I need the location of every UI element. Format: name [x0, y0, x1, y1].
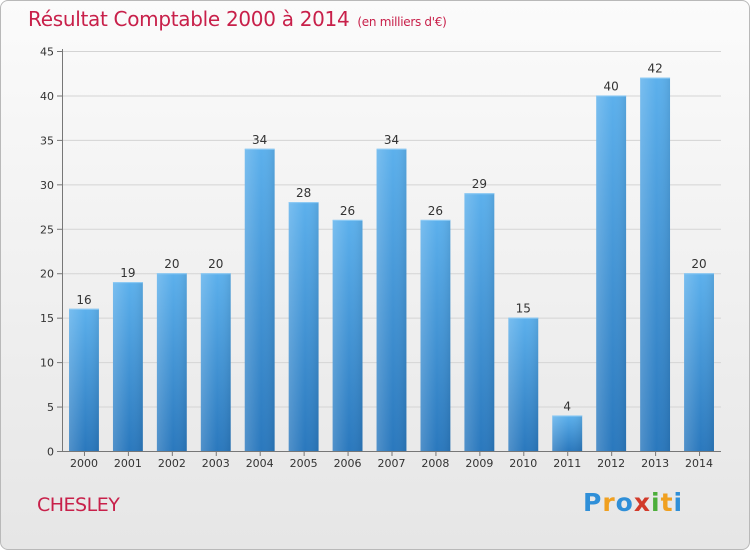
y-tick-label-20: 20 — [40, 268, 54, 281]
y-tick-label-30: 30 — [40, 179, 54, 192]
x-tick-label-2014: 2014 — [685, 457, 713, 470]
bar-shade-2002 — [156, 273, 187, 451]
bar-shade-2007 — [376, 148, 407, 451]
bar-shade-2011 — [552, 415, 583, 451]
logo-letter: t — [660, 488, 674, 517]
bar-shade-2012 — [596, 95, 627, 451]
x-tick-label-2013: 2013 — [641, 457, 669, 470]
bar-shade-2014 — [684, 273, 714, 451]
value-label-2010: 15 — [516, 302, 531, 316]
logo-letter: i — [651, 488, 661, 517]
x-tick-label-2009: 2009 — [465, 457, 493, 470]
proxiti-logo: Proxiti — [583, 488, 683, 517]
y-tick-label-25: 25 — [40, 223, 54, 236]
x-tick-label-2012: 2012 — [597, 457, 625, 470]
y-tick-label-35: 35 — [40, 134, 54, 147]
value-label-2000: 16 — [76, 293, 91, 307]
bar-shade-2013 — [640, 77, 671, 452]
value-label-2009: 29 — [472, 177, 487, 191]
x-tick-label-2007: 2007 — [378, 457, 406, 470]
axes — [57, 49, 721, 456]
x-tick-label-2000: 2000 — [70, 457, 98, 470]
bar-shade-2008 — [420, 219, 451, 451]
y-tick-label-15: 15 — [40, 312, 54, 325]
commune-name: CHESLEY — [37, 494, 120, 516]
bar-shade-2006 — [332, 219, 363, 451]
bar-shade-2003 — [200, 273, 231, 451]
value-label-2004: 34 — [252, 133, 267, 147]
x-tick-label-2010: 2010 — [509, 457, 537, 470]
chart-title: Résultat Comptable 2000 à 2014 (en millie… — [28, 7, 447, 31]
value-label-2011: 4 — [563, 399, 571, 413]
value-label-2014: 20 — [691, 257, 706, 271]
labels: 0 5 10 15 20 25 30 35 40 45 16 2000 19 2001 20 2002 20 20… — [40, 46, 713, 471]
logo-letter: P — [583, 488, 603, 517]
y-tick-label-5: 5 — [47, 401, 54, 414]
title-text: Résultat Comptable 2000 à 2014 — [28, 7, 350, 31]
x-tick-label-2006: 2006 — [334, 457, 362, 470]
y-tick-label-40: 40 — [40, 90, 54, 103]
logo-letter: r — [602, 488, 616, 517]
bar-shade-2004 — [244, 148, 275, 451]
subtitle-text: (en milliers d'€) — [357, 15, 447, 29]
y-tick-label-0: 0 — [47, 446, 54, 459]
value-label-2005: 28 — [296, 186, 311, 200]
x-tick-label-2002: 2002 — [158, 457, 186, 470]
logo-letter: o — [615, 488, 634, 517]
bar-shade-2005 — [288, 202, 319, 451]
x-tick-label-2003: 2003 — [202, 457, 230, 470]
bar-shade-2001 — [112, 282, 143, 451]
x-tick-label-2011: 2011 — [553, 457, 581, 470]
value-label-2007: 34 — [384, 133, 399, 147]
value-label-2001: 19 — [120, 266, 135, 280]
value-label-2006: 26 — [340, 204, 355, 218]
bar-shade-2010 — [508, 317, 539, 451]
logo-letter: i — [673, 488, 684, 517]
x-tick-label-2005: 2005 — [290, 457, 318, 470]
y-tick-label-10: 10 — [40, 357, 54, 370]
x-tick-label-2008: 2008 — [421, 457, 449, 470]
y-tick-label-45: 45 — [40, 46, 54, 59]
x-tick-label-2001: 2001 — [114, 457, 142, 470]
bars — [69, 77, 714, 452]
value-label-2012: 40 — [604, 79, 619, 93]
value-label-2003: 20 — [208, 257, 223, 271]
logo-letter: x — [633, 488, 651, 517]
x-tick-label-2004: 2004 — [246, 457, 274, 470]
value-label-2013: 42 — [647, 62, 662, 76]
value-label-2008: 26 — [428, 204, 443, 218]
bar-shade-2009 — [464, 193, 495, 451]
value-label-2002: 20 — [164, 257, 179, 271]
bar-shade-2000 — [69, 308, 99, 451]
